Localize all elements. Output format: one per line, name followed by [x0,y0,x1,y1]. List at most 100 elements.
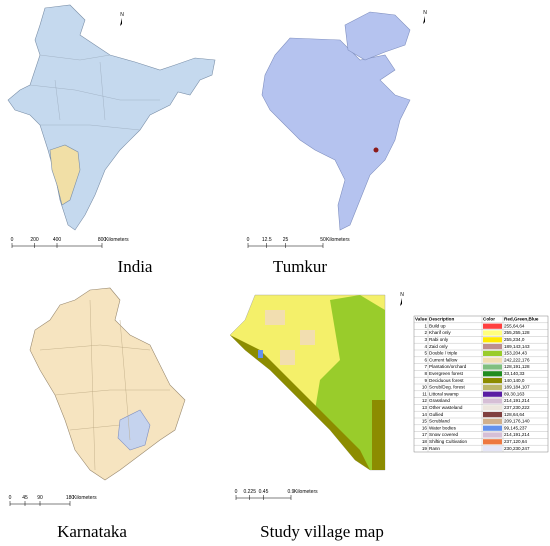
row-rgb: 214,191,214 [504,398,530,403]
village-deciduous [230,335,370,470]
north-arrow-label: N [120,12,124,18]
panel-label: Karnataka [57,522,127,541]
color-swatch [483,412,502,418]
color-swatch [483,350,502,356]
row-value: 8 [424,371,427,376]
row-value: 14 [422,412,428,417]
table-header: Value [415,317,427,322]
color-swatch [483,405,502,411]
scale-label: 0 [247,237,250,243]
row-rgb: 242,222,176 [504,357,530,362]
scale-label: 50 [320,237,326,243]
color-swatch [483,323,502,329]
tumkur-map [261,37,411,231]
row-rgb: 255,255,128 [504,330,530,335]
scale-label: 0 [11,237,14,243]
row-description: Build up [429,323,446,328]
row-description: Plantation/orchard [429,364,467,369]
village-fallow [265,310,315,365]
row-value: 3 [424,337,427,342]
row-rgb: 128,191,128 [504,364,530,369]
row-value: 2 [424,330,427,335]
karnataka-highlight [49,144,81,206]
row-value: 12 [422,398,428,403]
tumkur-north [344,11,411,61]
row-description: Current fallow [429,357,458,362]
tumkur-highlight [117,409,151,451]
row-description: Evergreen forest [429,371,464,376]
color-swatch [483,391,502,397]
scale-label: 25 [283,237,289,243]
color-swatch [483,384,502,390]
row-rgb: 189,143,143 [504,344,530,349]
row-description: Kharif only [429,330,451,335]
state-borders [29,54,160,131]
row-description: Water bodies [429,425,457,430]
row-rgb: 230,230,247 [504,446,530,451]
color-swatch [483,371,502,377]
row-value: 6 [424,357,427,362]
north-arrow [423,16,425,24]
row-rgb: 140,140,0 [504,378,525,383]
panel-label: Study village map [260,522,384,541]
village-point [373,147,379,153]
row-value: 15 [422,419,428,424]
scale-label: 0.9 [288,489,295,495]
row-value: 7 [424,364,427,369]
color-swatch [483,418,502,424]
table-header: Red,Green,Blue [504,317,539,322]
north-arrow-label: N [423,10,427,16]
scale-unit: Kilometers [105,237,129,243]
scale-label: 180 [66,495,75,501]
row-value: 13 [422,405,428,410]
row-description: Grassland [429,398,450,403]
row-rgb: 237,120,64 [504,439,527,444]
row-value: 11 [422,391,427,396]
scale-label: 200 [30,237,39,243]
panel-label: Tumkur [273,257,328,276]
row-description: Scrub/Deg. forest [429,385,465,390]
row-rgb: 89,30,163 [504,391,525,396]
row-rgb: 128,64,64 [504,412,525,417]
color-swatch [483,425,502,431]
color-swatch [483,364,502,370]
row-description: Zaid only [429,344,448,349]
row-value: 10 [422,385,428,390]
scale-label: 12.5 [262,237,272,243]
row-description: Shifting Cultivation [429,439,467,444]
row-description: Deciduous forest [429,378,464,383]
table-header: Description [429,317,454,322]
scale-label: 90 [37,495,43,501]
scale-label: 800 [98,237,107,243]
scale-label: 0.225 [243,489,256,495]
india-map [7,4,216,231]
karnataka-map [29,287,186,481]
color-swatch [483,378,502,384]
scale-unit: Kilometers [294,489,318,495]
village-water [258,350,263,358]
color-swatch [483,446,502,452]
color-swatch [483,330,502,336]
color-swatch [483,398,502,404]
row-value: 19 [422,446,428,451]
row-value: 4 [424,344,427,349]
table-header: Color [483,317,495,322]
color-swatch [483,439,502,445]
village-deciduous-east [372,400,385,470]
panel-label: India [118,257,153,276]
scale-label: 0 [235,489,238,495]
row-description: Snow covered [429,432,459,437]
row-rgb: 214,191,214 [504,432,530,437]
north-arrow-label: N [400,292,404,298]
scale-label: 400 [53,237,62,243]
scale-label: 0 [9,495,12,501]
row-description: Rann [429,446,440,451]
row-value: 9 [424,378,427,383]
color-swatch [483,357,502,363]
row-description: Gullied [429,412,444,417]
north-arrow [400,298,402,306]
color-swatch [483,337,502,343]
row-rgb: 255,234,0 [504,337,525,342]
scale-unit: Kilometers [326,237,350,243]
